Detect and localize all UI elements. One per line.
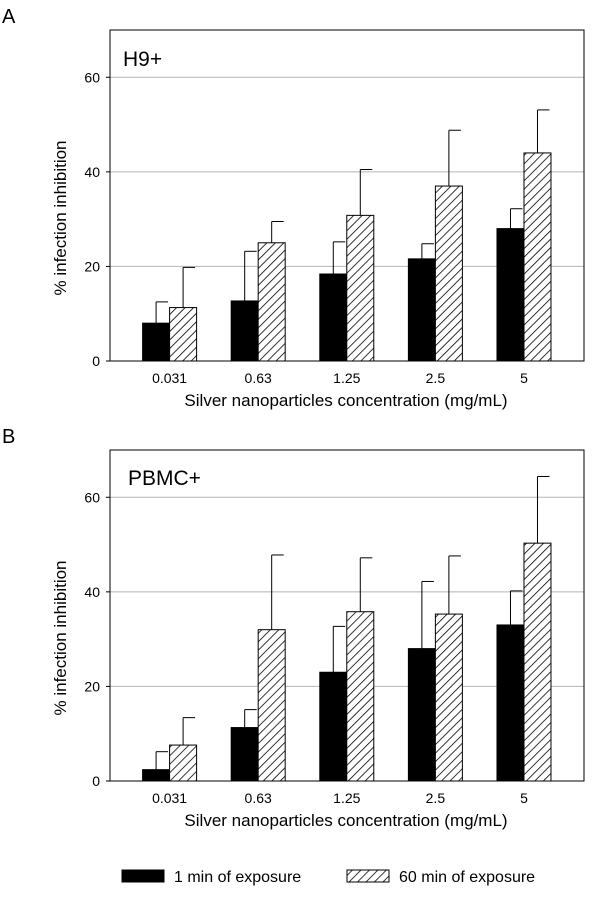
y-axis-label: % infection inhibition bbox=[51, 561, 70, 716]
y-tick-label: 60 bbox=[84, 489, 100, 505]
y-tick-label: 20 bbox=[84, 678, 100, 694]
legend-label: 60 min of exposure bbox=[399, 869, 535, 886]
x-tick-label: 2.5 bbox=[426, 790, 446, 806]
y-tick-label: 0 bbox=[92, 353, 100, 369]
bar-1min bbox=[230, 300, 259, 362]
legend-item-1min: 1 min of exposure bbox=[121, 869, 301, 886]
x-axis-label: Silver nanoparticles concentration (mg/m… bbox=[184, 391, 507, 410]
bar-60min bbox=[169, 307, 198, 362]
y-axis-label: % infection inhibition bbox=[51, 141, 70, 296]
panel-letter: A bbox=[2, 6, 16, 28]
bar-1min bbox=[407, 258, 436, 362]
y-tick-label: 40 bbox=[84, 164, 100, 180]
error-bars bbox=[155, 475, 550, 770]
bar-60min bbox=[257, 242, 286, 362]
x-tick-label: 1.25 bbox=[333, 370, 360, 386]
y-tick-label: 40 bbox=[84, 584, 100, 600]
bars bbox=[142, 542, 552, 782]
panel-title: PBMC+ bbox=[128, 467, 201, 490]
x-tick-label: 5 bbox=[520, 790, 528, 806]
panel-title: H9+ bbox=[123, 48, 162, 71]
bar-1min bbox=[496, 624, 525, 782]
bar-60min bbox=[434, 613, 463, 782]
x-axis-label: Silver nanoparticles concentration (mg/m… bbox=[184, 811, 507, 830]
y-tick-label: 60 bbox=[84, 69, 100, 85]
bar-1min bbox=[142, 322, 171, 362]
x-tick-label: 5 bbox=[520, 370, 528, 386]
legend-item-60min: 60 min of exposure bbox=[346, 869, 535, 886]
bar-1min bbox=[319, 671, 348, 782]
bar-1min bbox=[230, 727, 259, 782]
bar-1min bbox=[319, 273, 348, 362]
bar-1min bbox=[142, 769, 171, 782]
x-axis-ticks: 0.031 0.63 1.25 2.5 5 bbox=[152, 370, 528, 386]
legend-label: 1 min of exposure bbox=[174, 869, 301, 886]
legend-swatch-solid bbox=[121, 869, 165, 883]
bars bbox=[142, 152, 552, 362]
bar-60min bbox=[523, 542, 552, 782]
bar-60min bbox=[346, 214, 375, 362]
bar-60min bbox=[169, 744, 198, 782]
x-axis-ticks: 0.031 0.63 1.25 2.5 5 bbox=[152, 790, 528, 806]
error-bars bbox=[155, 109, 550, 324]
bar-60min bbox=[523, 152, 552, 362]
y-tick-label: 0 bbox=[92, 773, 100, 789]
x-tick-label: 0.031 bbox=[152, 790, 187, 806]
x-tick-label: 0.63 bbox=[245, 370, 272, 386]
bar-60min bbox=[346, 611, 375, 782]
bar-60min bbox=[257, 629, 286, 782]
legend-swatch-hatched bbox=[346, 869, 390, 883]
x-tick-label: 0.031 bbox=[152, 370, 187, 386]
x-tick-label: 0.63 bbox=[245, 790, 272, 806]
plot-frame bbox=[109, 449, 585, 782]
x-tick-label: 1.25 bbox=[333, 790, 360, 806]
plot-frame bbox=[109, 29, 585, 362]
bar-1min bbox=[407, 648, 436, 782]
y-tick-label: 20 bbox=[84, 258, 100, 274]
panel-letter: B bbox=[2, 426, 15, 448]
bar-60min bbox=[434, 185, 463, 362]
panel-a: A H9+ 0 20 40 60 0.031 0.63 1.25 2.5 5 Silver n… bbox=[2, 6, 585, 410]
legend: 1 min of exposure 60 min of exposure bbox=[121, 869, 535, 886]
y-axis-ticks: 0 20 40 60 bbox=[84, 489, 110, 789]
panel-b: B PBMC+ 0 20 40 60 0.031 0.63 1.25 2.5 5 Silver… bbox=[2, 426, 585, 830]
y-axis-ticks: 0 20 40 60 bbox=[84, 69, 110, 369]
bar-1min bbox=[496, 228, 525, 362]
x-tick-label: 2.5 bbox=[426, 370, 446, 386]
